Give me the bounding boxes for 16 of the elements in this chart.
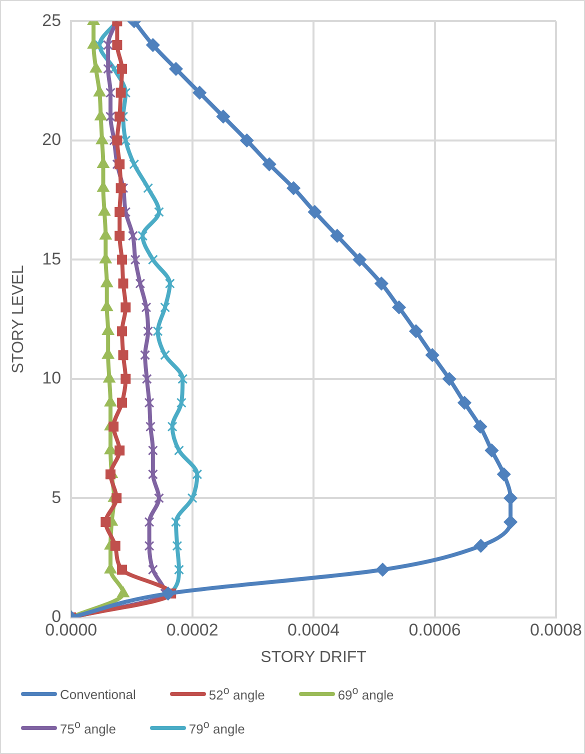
x-tick-label: 0.0008 — [530, 620, 582, 640]
legend-label: 75$^{o}$ angle — [60, 719, 116, 737]
x-tick-label: 0.0002 — [166, 620, 218, 640]
legend-label: Conventional — [60, 686, 136, 702]
legend-label: 69$^{o}$ angle — [338, 685, 394, 703]
legend-label: 52$^{o}$ angle — [208, 685, 265, 703]
y-tick-label: 15 — [42, 249, 62, 268]
y-tick-label: 25 — [42, 10, 62, 30]
legend-label: 79$^{o}$ angle — [188, 719, 245, 737]
x-tick-label: 0.0004 — [288, 620, 340, 640]
y-tick-label: 5 — [52, 488, 62, 507]
x-axis-title: STORY DRIFT — [260, 648, 367, 666]
x-tick-label: 0.0006 — [408, 620, 461, 640]
y-tick-label: 10 — [42, 368, 62, 388]
y-tick-label: 20 — [42, 130, 62, 150]
y-axis-title: STORY LEVEL — [10, 264, 28, 374]
